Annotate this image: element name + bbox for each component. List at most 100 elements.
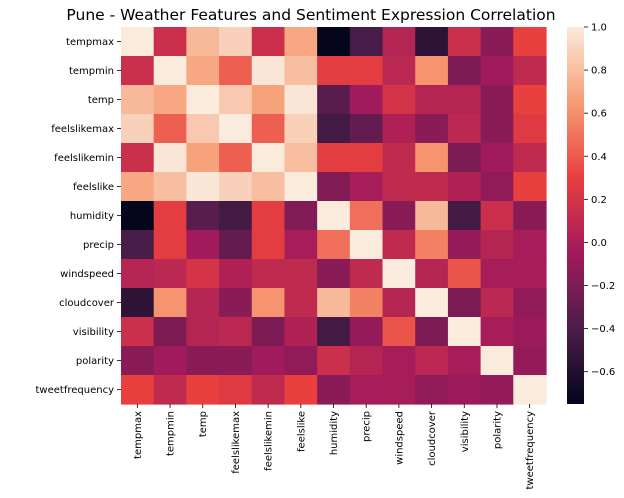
heatmap-cell-polarity-tempmax	[121, 346, 155, 376]
heatmap-cell-windspeed-precip	[349, 259, 384, 289]
heatmap-cell-polarity-cloudcover	[415, 346, 449, 376]
heatmap-cell-cloudcover-tempmin	[153, 288, 187, 318]
heatmap-cell-polarity-feelslikemin	[251, 346, 286, 376]
heatmap-cell-temp-polarity	[480, 85, 514, 115]
y-tick-label-tweetfrequency: tweetfrequency	[36, 385, 115, 396]
heatmap-cell-feelslikemin-windspeed	[382, 143, 416, 173]
heatmap-cell-feelslike-tempmax	[121, 172, 155, 202]
heatmap-cell-temp-feelslike	[284, 85, 318, 115]
heatmap-cell-feelslike-visibility	[447, 172, 482, 202]
heatmap-cell-humidity-feelslikemax	[219, 201, 253, 231]
heatmap-cell-windspeed-polarity	[480, 259, 514, 289]
heatmap-cell-tempmin-precip	[349, 56, 384, 86]
heatmap-cell-tweetfrequency-precip	[349, 375, 384, 405]
heatmap-cell-windspeed-tempmin	[153, 259, 187, 289]
heatmap-cell-tempmin-feelslikemax	[219, 56, 253, 86]
y-tick-label-precip: precip	[83, 240, 114, 251]
heatmap-cell-visibility-temp	[186, 317, 220, 347]
colorbar-ticks: 1.0 0.8 0.6 0.4 0.2 0.0 −0.2 −0.4 −0.6	[584, 23, 615, 378]
heatmap-cell-cloudcover-tweetfrequency	[513, 288, 547, 318]
heatmap-cell-cloudcover-polarity	[480, 288, 514, 318]
heatmap-cell-tempmax-tempmin	[153, 27, 187, 57]
heatmap-cell-tempmin-cloudcover	[415, 56, 449, 86]
colorbar-tick-label: 1.0	[591, 23, 607, 34]
heatmap-cell-tweetfrequency-feelslike	[284, 375, 318, 405]
heatmap-cell-precip-polarity	[480, 230, 514, 260]
heatmap-cell-precip-tempmin	[153, 230, 187, 260]
heatmap-cell-temp-tweetfrequency	[513, 85, 547, 115]
heatmap-cell-windspeed-cloudcover	[415, 259, 449, 289]
heatmap-cell-cloudcover-precip	[349, 288, 384, 318]
heatmap-cell-precip-precip	[349, 230, 384, 260]
heatmap-cell-tempmax-tempmax	[121, 27, 155, 57]
heatmap-cell-humidity-humidity	[317, 201, 351, 231]
heatmap-cell-feelslikemin-feelslikemin	[251, 143, 286, 173]
heatmap-cell-tempmax-humidity	[317, 27, 351, 57]
colorbar-tick-label: −0.6	[591, 367, 615, 378]
colorbar-tick-label: 0.0	[591, 238, 607, 249]
heatmap-cell-feelslikemin-precip	[349, 143, 384, 173]
heatmap-cell-windspeed-temp	[186, 259, 220, 289]
heatmap-cell-visibility-tempmin	[153, 317, 187, 347]
x-tick-labels: tempmax tempmin temp feelslikemax feelslikem…	[133, 404, 536, 489]
colorbar-tick-label: −0.2	[591, 281, 615, 292]
heatmap-cell-feelslike-windspeed	[382, 172, 416, 202]
heatmap-cell-precip-feelslikemin	[251, 230, 286, 260]
heatmap-cell-feelslikemax-visibility	[447, 114, 482, 144]
y-tick-label-cloudcover: cloudcover	[59, 298, 115, 309]
y-tick-label-tempmax: tempmax	[66, 37, 114, 48]
heatmap-cell-humidity-tempmin	[153, 201, 187, 231]
heatmap-cell-feelslikemin-temp	[186, 143, 220, 173]
y-tick-label-windspeed: windspeed	[60, 269, 114, 280]
heatmap-cells	[121, 27, 547, 405]
heatmap-cell-feelslikemax-feelslikemin	[251, 114, 286, 144]
heatmap-cell-polarity-precip	[349, 346, 384, 376]
heatmap-cell-tempmin-humidity	[317, 56, 351, 86]
colorbar-tick-label: 0.8	[591, 66, 607, 77]
heatmap-cell-humidity-tempmax	[121, 201, 155, 231]
y-tick-label-feelslike: feelslike	[73, 182, 114, 193]
heatmap-cell-windspeed-humidity	[317, 259, 351, 289]
heatmap-cell-feelslikemin-visibility	[447, 143, 482, 173]
heatmap-cell-precip-tweetfrequency	[513, 230, 547, 260]
heatmap-cell-tempmax-cloudcover	[415, 27, 449, 57]
heatmap-cell-feelslike-feelslikemax	[219, 172, 253, 202]
heatmap-cell-cloudcover-tempmax	[121, 288, 155, 318]
heatmap-cell-tempmax-temp	[186, 27, 220, 57]
x-tick-label-tempmin: tempmin	[166, 411, 177, 456]
heatmap-cell-feelslikemax-tempmin	[153, 114, 187, 144]
heatmap-cell-tempmax-windspeed	[382, 27, 416, 57]
heatmap-cell-visibility-tweetfrequency	[513, 317, 547, 347]
heatmap-cell-humidity-windspeed	[382, 201, 416, 231]
heatmap-cell-windspeed-windspeed	[382, 259, 416, 289]
heatmap-cell-humidity-cloudcover	[415, 201, 449, 231]
heatmap-cell-humidity-tweetfrequency	[513, 201, 547, 231]
heatmap-cell-feelslikemax-temp	[186, 114, 220, 144]
colorbar-tick-label: 0.4	[591, 152, 607, 163]
heatmap-cell-tempmax-feelslike	[284, 27, 318, 57]
heatmap-cell-visibility-tempmax	[121, 317, 155, 347]
heatmap-cell-feelslikemin-feelslike	[284, 143, 318, 173]
heatmap-cell-tempmin-polarity	[480, 56, 514, 86]
heatmap-cell-polarity-humidity	[317, 346, 351, 376]
heatmap-cell-precip-tempmax	[121, 230, 155, 260]
y-tick-label-tempmin: tempmin	[69, 66, 114, 77]
heatmap-cell-tempmin-tweetfrequency	[513, 56, 547, 86]
heatmap-cell-cloudcover-feelslikemax	[219, 288, 253, 318]
heatmap-cell-tempmax-polarity	[480, 27, 514, 57]
heatmap-cell-feelslikemax-humidity	[317, 114, 351, 144]
heatmap-cell-tempmax-precip	[349, 27, 384, 57]
heatmap-cell-tweetfrequency-feelslikemax	[219, 375, 253, 405]
heatmap-cell-humidity-temp	[186, 201, 220, 231]
x-tick-label-visibility: visibility	[460, 411, 471, 452]
x-tick-label-precip: precip	[362, 411, 373, 442]
heatmap-cell-feelslikemin-humidity	[317, 143, 351, 173]
y-tick-label-humidity: humidity	[70, 211, 114, 222]
heatmap-cell-visibility-humidity	[317, 317, 351, 347]
heatmap-cell-feelslikemax-polarity	[480, 114, 514, 144]
heatmap-cell-tweetfrequency-windspeed	[382, 375, 416, 405]
heatmap-cell-temp-temp	[186, 85, 220, 115]
heatmap-cell-feelslike-feelslikemin	[251, 172, 286, 202]
heatmap-cell-tweetfrequency-tweetfrequency	[513, 375, 547, 405]
